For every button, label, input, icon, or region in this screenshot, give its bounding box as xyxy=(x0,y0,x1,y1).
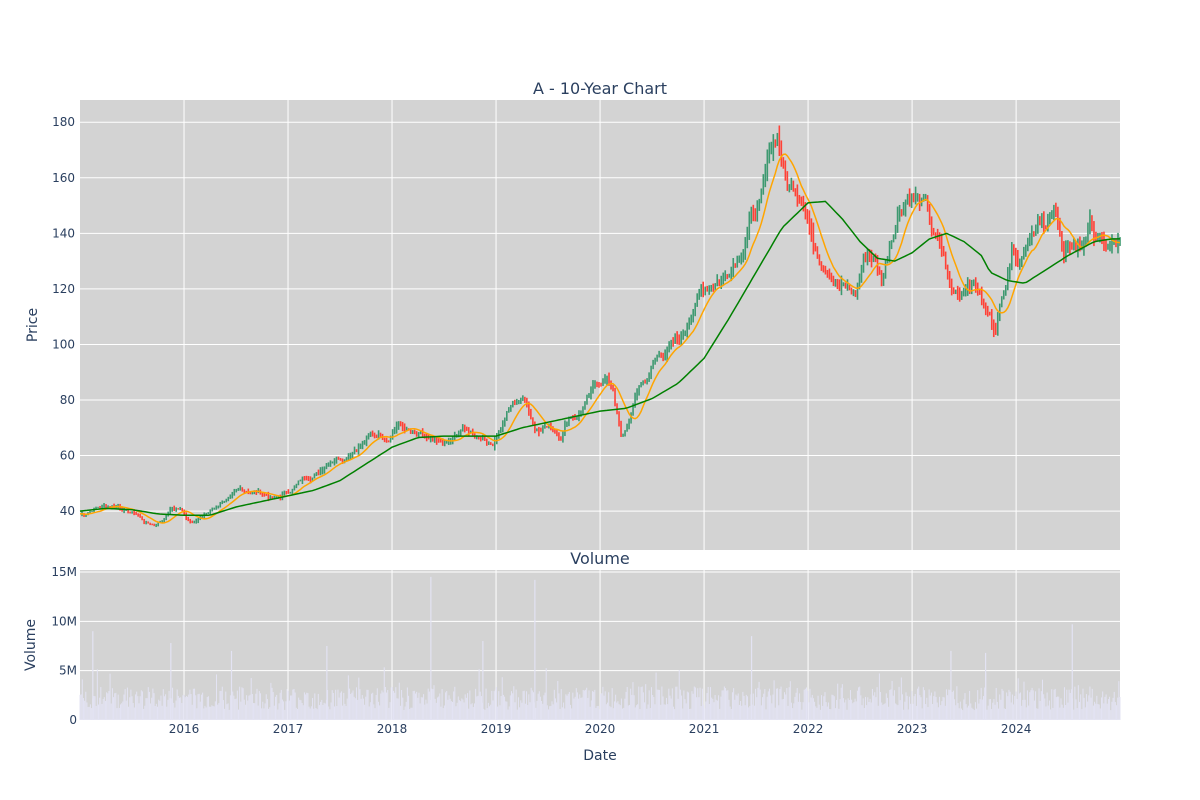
volume-chart-title: Volume xyxy=(570,549,630,568)
date-x-ticks: 2016 2017 2018 2019 2020 2021 2022 2023 2024 xyxy=(169,722,1032,736)
price-y-tick-label: 60 xyxy=(60,449,75,463)
price-y-tick-label: 80 xyxy=(60,393,75,407)
price-y-axis-label: Price xyxy=(25,308,41,342)
x-tick-label: 2024 xyxy=(1001,722,1032,736)
price-y-tick-label: 100 xyxy=(52,337,75,351)
x-tick-label: 2018 xyxy=(377,722,408,736)
price-chart-title: A - 10-Year Chart xyxy=(533,79,667,98)
volume-y-tick-label: 10M xyxy=(51,614,77,628)
volume-y-axis-label: Volume xyxy=(23,619,39,671)
short-moving-average-line xyxy=(79,153,1121,524)
volume-y-tick-label: 15M xyxy=(51,565,77,579)
price-y-tick-label: 120 xyxy=(52,282,75,296)
price-y-tick-label: 140 xyxy=(52,226,75,240)
volume-y-tick-label: 5M xyxy=(59,664,77,678)
volume-bars xyxy=(79,576,1121,720)
price-y-tick-label: 40 xyxy=(60,504,75,518)
x-tick-label: 2023 xyxy=(897,722,928,736)
price-y-tick-label: 180 xyxy=(52,115,75,129)
x-tick-label: 2022 xyxy=(793,722,824,736)
price-y-ticks: 40 60 80 100 120 140 160 180 xyxy=(52,115,75,518)
volume-y-tick-label: 0 xyxy=(69,713,77,727)
price-gridlines xyxy=(80,100,1120,550)
x-tick-label: 2021 xyxy=(689,722,720,736)
volume-y-ticks: 0 5M 10M 15M xyxy=(51,565,77,727)
price-y-tick-label: 160 xyxy=(52,171,75,185)
x-tick-label: 2017 xyxy=(273,722,304,736)
long-moving-average-line xyxy=(79,200,1120,517)
x-tick-label: 2020 xyxy=(585,722,616,736)
x-tick-label: 2019 xyxy=(481,722,512,736)
date-x-axis-label: Date xyxy=(583,748,616,764)
price-candles xyxy=(81,125,1121,528)
x-tick-label: 2016 xyxy=(169,722,200,736)
